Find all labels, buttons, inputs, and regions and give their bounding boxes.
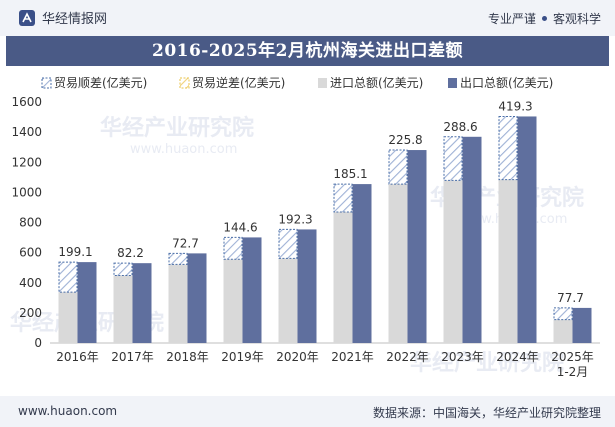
surplus-bar <box>498 115 518 181</box>
tagline-right: 客观科学 <box>552 12 601 26</box>
x-tick-label: 2024年 <box>496 350 539 364</box>
data-labels: 199.1 82.2 72.7 144.6 192.3 185.1 225.8 288.6 41… <box>58 99 584 304</box>
tagline-left: 专业严谨 <box>487 12 536 26</box>
surplus-value-label: 72.7 <box>172 236 199 250</box>
surplus-value-label: 77.7 <box>557 291 584 305</box>
x-tick-label: 2021年 <box>331 350 374 364</box>
y-tick-label: 0 <box>34 336 42 350</box>
x-tick-label: 2022年 <box>386 350 429 364</box>
import-bar <box>443 180 463 343</box>
footer: www.huaon.com 数据来源：中国海关，华经产业研究院整理 <box>0 396 615 427</box>
y-tick-label: 200 <box>19 306 42 320</box>
y-tick-label: 1000 <box>11 185 42 199</box>
surplus-bar <box>333 183 353 213</box>
surplus-value-label: 144.6 <box>223 220 257 234</box>
bar-chart: 华经产业研究院www.huaon.com华经产业研究院www.huaon.com… <box>10 75 600 379</box>
surplus-bar <box>443 136 463 181</box>
surplus-bar <box>113 262 133 277</box>
surplus-value-label: 192.3 <box>278 212 312 226</box>
import-bar <box>168 264 188 343</box>
y-tick-label: 1600 <box>11 95 42 109</box>
import-bar <box>113 275 133 343</box>
import-bar <box>388 184 408 343</box>
export-bar <box>77 262 97 343</box>
legend-label-0: 贸易顺差(亿美元) <box>54 75 147 90</box>
import-bar <box>553 319 573 343</box>
export-bar <box>517 116 537 344</box>
legend-swatch-0 <box>41 77 52 89</box>
x-tick-label: 2019年 <box>221 350 264 364</box>
export-bar <box>572 307 592 343</box>
surplus-bar <box>223 236 243 260</box>
surplus-value-label: 225.8 <box>388 133 422 147</box>
export-bar <box>462 136 482 343</box>
legend-label-2: 进口总额(亿美元) <box>330 75 423 90</box>
brand[interactable]: 华经情报网 <box>18 8 107 27</box>
axes: 0 200 400 600 800 1000 1200 1400 1600 2016年 2017年 2… <box>11 95 600 379</box>
import-bar <box>223 259 243 343</box>
surplus-value-label: 82.2 <box>117 246 144 260</box>
x-tick-label: 2020年 <box>276 350 319 364</box>
brand-logo-icon <box>19 9 35 26</box>
legend-label-3: 出口总额(亿美元) <box>460 75 553 90</box>
footer-source: 数据来源：中国海关，华经产业研究院整理 <box>372 406 601 420</box>
legend-swatch-1 <box>179 77 190 89</box>
import-bar <box>58 292 78 343</box>
y-tick-label: 1400 <box>11 125 42 139</box>
export-bar <box>187 253 207 343</box>
watermark-text: 华经产业研究院 <box>100 115 254 141</box>
watermark-url: www.huaon.com <box>130 142 237 157</box>
surplus-bar <box>278 228 298 259</box>
surplus-bar <box>58 261 78 293</box>
export-bar <box>132 263 152 343</box>
surplus-bar <box>168 252 188 265</box>
export-bar <box>407 150 427 343</box>
x-tick-label: 1-2月 <box>557 365 589 379</box>
x-tick-label: 2016年 <box>56 350 99 364</box>
y-tick-label: 600 <box>19 246 42 260</box>
import-bar <box>498 179 518 343</box>
x-tick-label: 2018年 <box>166 350 209 364</box>
legend: 贸易顺差(亿美元) 贸易逆差(亿美元) 进口总额(亿美元) 出口总额(亿美元) <box>41 75 553 90</box>
legend-swatch-3 <box>448 78 457 88</box>
y-tick-label: 800 <box>19 216 42 230</box>
surplus-value-label: 288.6 <box>443 120 477 134</box>
x-tick-label: 2023年 <box>441 350 484 364</box>
export-bar <box>352 184 372 343</box>
surplus-value-label: 185.1 <box>333 167 367 181</box>
surplus-bar <box>388 149 408 185</box>
export-bar <box>242 237 262 343</box>
legend-swatch-2 <box>318 78 327 88</box>
footer-site-link[interactable]: www.huaon.com <box>18 404 118 418</box>
import-bar <box>278 258 298 343</box>
tagline-dot-icon <box>541 16 547 21</box>
surplus-bar <box>553 307 573 321</box>
import-bar <box>333 211 353 343</box>
export-bar <box>297 229 317 343</box>
bars <box>58 115 592 344</box>
top-bar: 华经情报网 专业严谨 客观科学 <box>0 0 615 36</box>
x-tick-label: 2025年 <box>551 350 594 364</box>
y-tick-label: 400 <box>19 276 42 290</box>
watermark-text: 华经产业研究院 <box>410 350 564 376</box>
brand-name: 华经情报网 <box>42 12 108 27</box>
surplus-value-label: 199.1 <box>58 245 92 259</box>
x-tick-label: 2017年 <box>111 350 154 364</box>
legend-label-1: 贸易逆差(亿美元) <box>192 75 285 90</box>
y-tick-label: 1200 <box>11 155 42 169</box>
chart-title: 2016-2025年2月杭州海关进出口差额 <box>6 36 609 66</box>
tagline: 专业严谨 客观科学 <box>488 10 601 27</box>
surplus-value-label: 419.3 <box>498 99 532 113</box>
